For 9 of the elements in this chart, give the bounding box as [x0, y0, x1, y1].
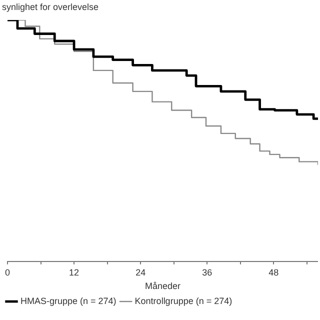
x-tick-label: 48 — [268, 267, 279, 278]
x-tick-label: 12 — [69, 267, 80, 278]
x-axis-title: Måneder — [144, 281, 181, 292]
legend-label: Kontrollgruppe (n = 274) — [134, 296, 232, 306]
y-axis-title: synlighet for overlevelse — [2, 2, 99, 12]
x-tick-label: 0 — [4, 267, 10, 278]
legend-label: HMAS-gruppe (n = 274) — [20, 296, 116, 306]
x-tick-label: 36 — [202, 267, 212, 278]
x-tick-label: 24 — [136, 267, 146, 278]
